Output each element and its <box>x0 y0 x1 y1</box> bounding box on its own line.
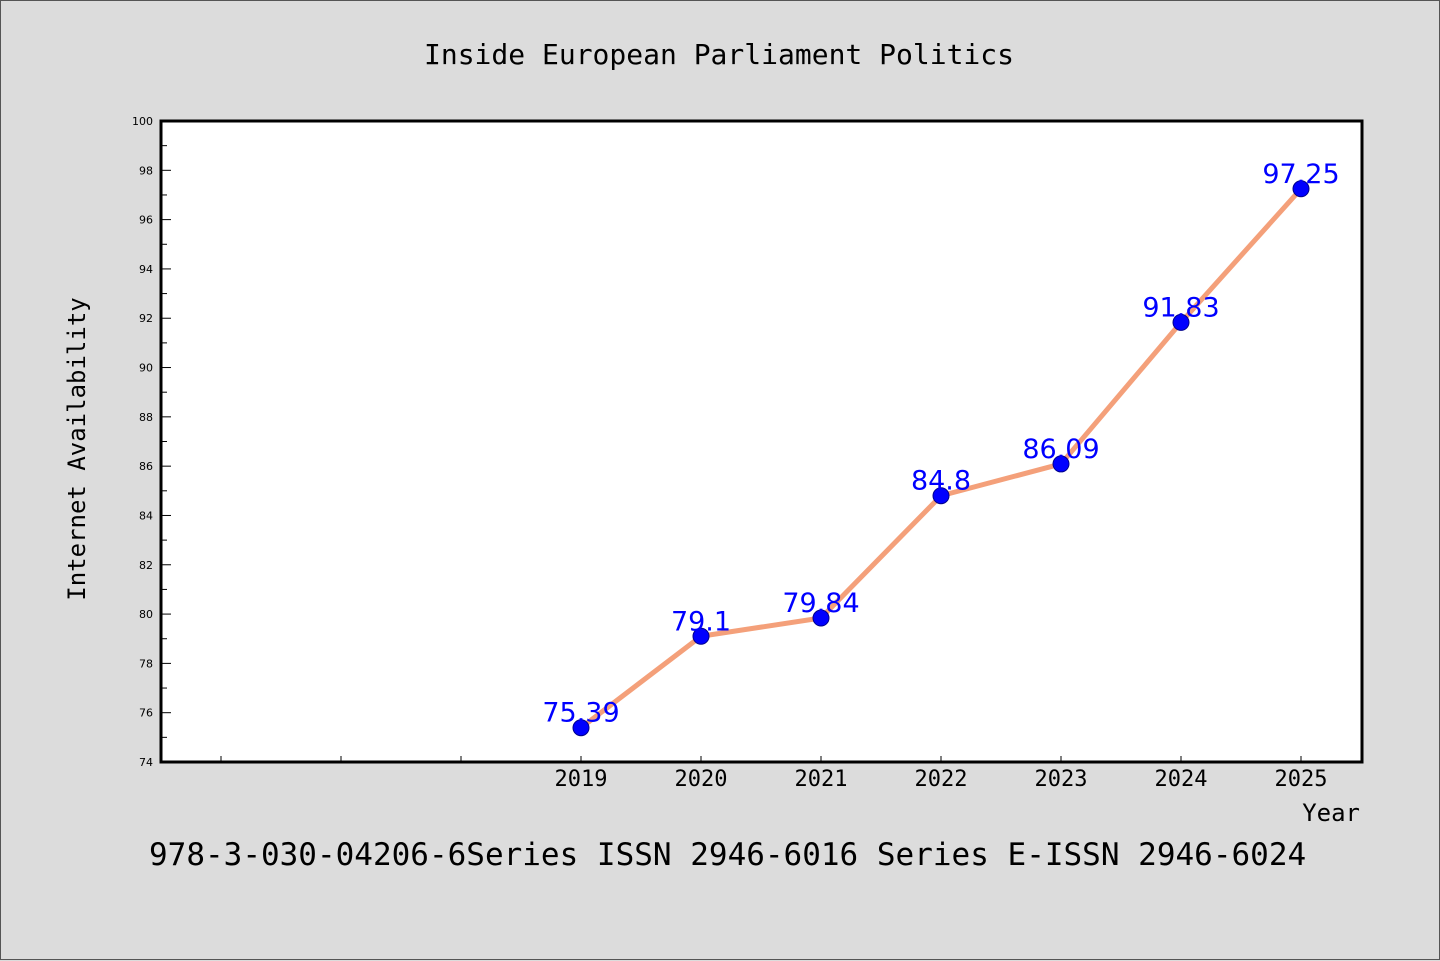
plot-area <box>159 119 1364 764</box>
x-tick-label: 2019 <box>555 767 608 792</box>
data-label: 79.84 <box>782 588 859 619</box>
y-tick-label: 98 <box>139 164 153 177</box>
x-tick-label: 2022 <box>915 767 968 792</box>
y-tick-label: 74 <box>139 756 153 769</box>
x-axis-title: Year <box>1302 799 1360 827</box>
data-point <box>1292 180 1310 198</box>
x-tick-label: 2025 <box>1275 767 1328 792</box>
data-label: 91.83 <box>1142 292 1219 323</box>
y-tick-label: 84 <box>139 509 153 522</box>
data-point <box>932 487 950 505</box>
data-label: 97.25 <box>1262 159 1339 190</box>
y-tick-label: 80 <box>139 608 153 621</box>
data-points <box>572 180 1310 737</box>
data-point <box>812 609 830 627</box>
y-axis-title: Internet Availability <box>63 297 91 600</box>
y-tick-label: 82 <box>139 559 153 572</box>
x-tick-label: 2023 <box>1035 767 1088 792</box>
y-tick-label: 96 <box>139 214 153 227</box>
x-tick-label: 2020 <box>675 767 728 792</box>
data-point <box>1052 455 1070 473</box>
y-tick-label: 100 <box>132 115 153 128</box>
data-label: 79.1 <box>671 606 731 637</box>
data-label: 84.8 <box>911 466 971 497</box>
y-tick-label: 88 <box>139 411 153 424</box>
data-point <box>572 719 590 737</box>
y-tick-label: 76 <box>139 707 153 720</box>
y-tick-label: 86 <box>139 460 153 473</box>
x-axis: 2019 2020 2021 2022 2023 2024 2025 <box>220 756 1328 792</box>
y-axis: 74 76 78 80 82 84 86 88 90 92 94 96 98 100 <box>132 115 171 769</box>
data-labels: 75.39 79.1 79.84 84.8 86.09 91.83 97.25 <box>542 159 1339 729</box>
x-tick-label: 2021 <box>795 767 848 792</box>
data-label: 86.09 <box>1022 434 1099 465</box>
data-point <box>1172 313 1190 331</box>
data-point <box>692 627 710 645</box>
data-label: 75.39 <box>542 698 619 729</box>
y-tick-label: 90 <box>139 362 153 375</box>
chart-title: Inside European Parliament Politics <box>424 38 1014 71</box>
x-tick-label: 2024 <box>1155 767 1208 792</box>
y-tick-label: 92 <box>139 312 153 325</box>
y-tick-label: 94 <box>139 263 153 276</box>
y-tick-label: 78 <box>139 657 153 670</box>
footer-text: 978-3-030-04206-6Series ISSN 2946-6016 S… <box>149 837 1306 873</box>
